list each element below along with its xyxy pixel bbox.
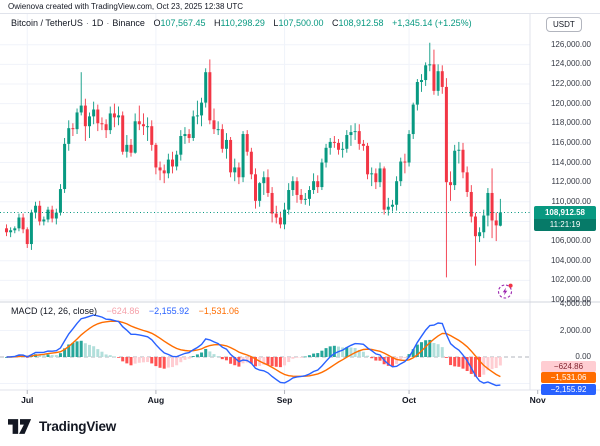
separator-dot: · <box>106 18 110 28</box>
time-axis-label: Oct <box>401 395 417 405</box>
tradingview-logo-text: TradingView <box>39 419 117 434</box>
macd-line-value: −2,155.92 <box>148 306 190 316</box>
interval-label: 1D <box>91 18 104 28</box>
symbol-name: Bitcoin / TetherUS <box>11 18 83 28</box>
price-axis-label: 110,000.00 <box>551 196 591 206</box>
tradingview-logo[interactable]: TradingView <box>8 419 116 434</box>
tradingview-logo-icon <box>8 419 32 434</box>
close-label: C <box>332 18 339 28</box>
price-axis-label: 126,000.00 <box>550 39 591 49</box>
notification-dot <box>508 283 513 288</box>
price-axis-label: 118,000.00 <box>551 118 591 128</box>
macd-axis-label: 2,000.00 <box>559 325 591 335</box>
close-value: 108,912.58 <box>338 18 384 28</box>
price-axis-label: 104,000.00 <box>550 255 591 265</box>
price-axis-label: 112,000.00 <box>551 177 591 187</box>
symbol-legend: Bitcoin / TetherUS · 1D · Binance O107,567.4… <box>11 18 472 28</box>
price-axis-label: 100,000.00 <box>550 295 591 304</box>
macd-axis-label: 0.00 <box>575 352 591 361</box>
separator-dot: · <box>85 18 89 28</box>
current-price-badge: 108,912.58 11:21:19 <box>534 205 596 231</box>
price-axis-label: 122,000.00 <box>550 78 591 88</box>
macd-label: MACD (12, 26, close) <box>11 306 98 316</box>
open-value: 107,567.45 <box>160 18 206 28</box>
events-flash-button[interactable] <box>497 283 513 299</box>
macd-value-badge: −624.86 <box>541 360 596 372</box>
price-axis-label: 114,000.00 <box>551 157 591 167</box>
exchange-label: Binance <box>112 18 145 28</box>
price-axis-label: 116,000.00 <box>551 137 591 147</box>
macd-signal-value: −1,531.06 <box>198 306 239 316</box>
macd-value-badge: −1,531.06 <box>541 372 596 383</box>
macd-value-badge: −2,155.92 <box>541 383 596 395</box>
price-axis-label: 120,000.00 <box>550 98 591 108</box>
price-axis-label: 106,000.00 <box>550 236 591 246</box>
time-axis-label: Sep <box>276 395 293 405</box>
low-value: 107,500.00 <box>278 18 324 28</box>
high-value: 110,298.29 <box>220 18 265 28</box>
price-axis-label: 124,000.00 <box>550 59 591 69</box>
lightning-icon <box>497 283 513 299</box>
time-axis-label: Jul <box>21 395 34 405</box>
attribution-text: Owienova created with TradingView.com, O… <box>8 2 244 11</box>
price-axis-label: 102,000.00 <box>550 275 591 285</box>
open-label: O <box>153 18 161 28</box>
indicator-legend: MACD (12, 26, close) −624.86 −2,155.92 −… <box>11 306 239 316</box>
attribution-bar: Owienova created with TradingView.com, O… <box>0 0 600 14</box>
change-value: +1,345.14 (+1.25%) <box>392 18 472 28</box>
macd-axis-label: 4,000.00 <box>559 299 591 308</box>
high-label: H <box>214 18 221 28</box>
low-label: L <box>273 18 279 28</box>
currency-button[interactable]: USDT <box>546 17 582 32</box>
time-axis-label: Aug <box>147 395 165 405</box>
macd-histogram-value: −624.86 <box>106 306 140 316</box>
time-axis-label: Nov <box>529 395 546 405</box>
bar-countdown: 11:21:19 <box>534 218 596 231</box>
current-price-value: 108,912.58 <box>534 205 596 219</box>
